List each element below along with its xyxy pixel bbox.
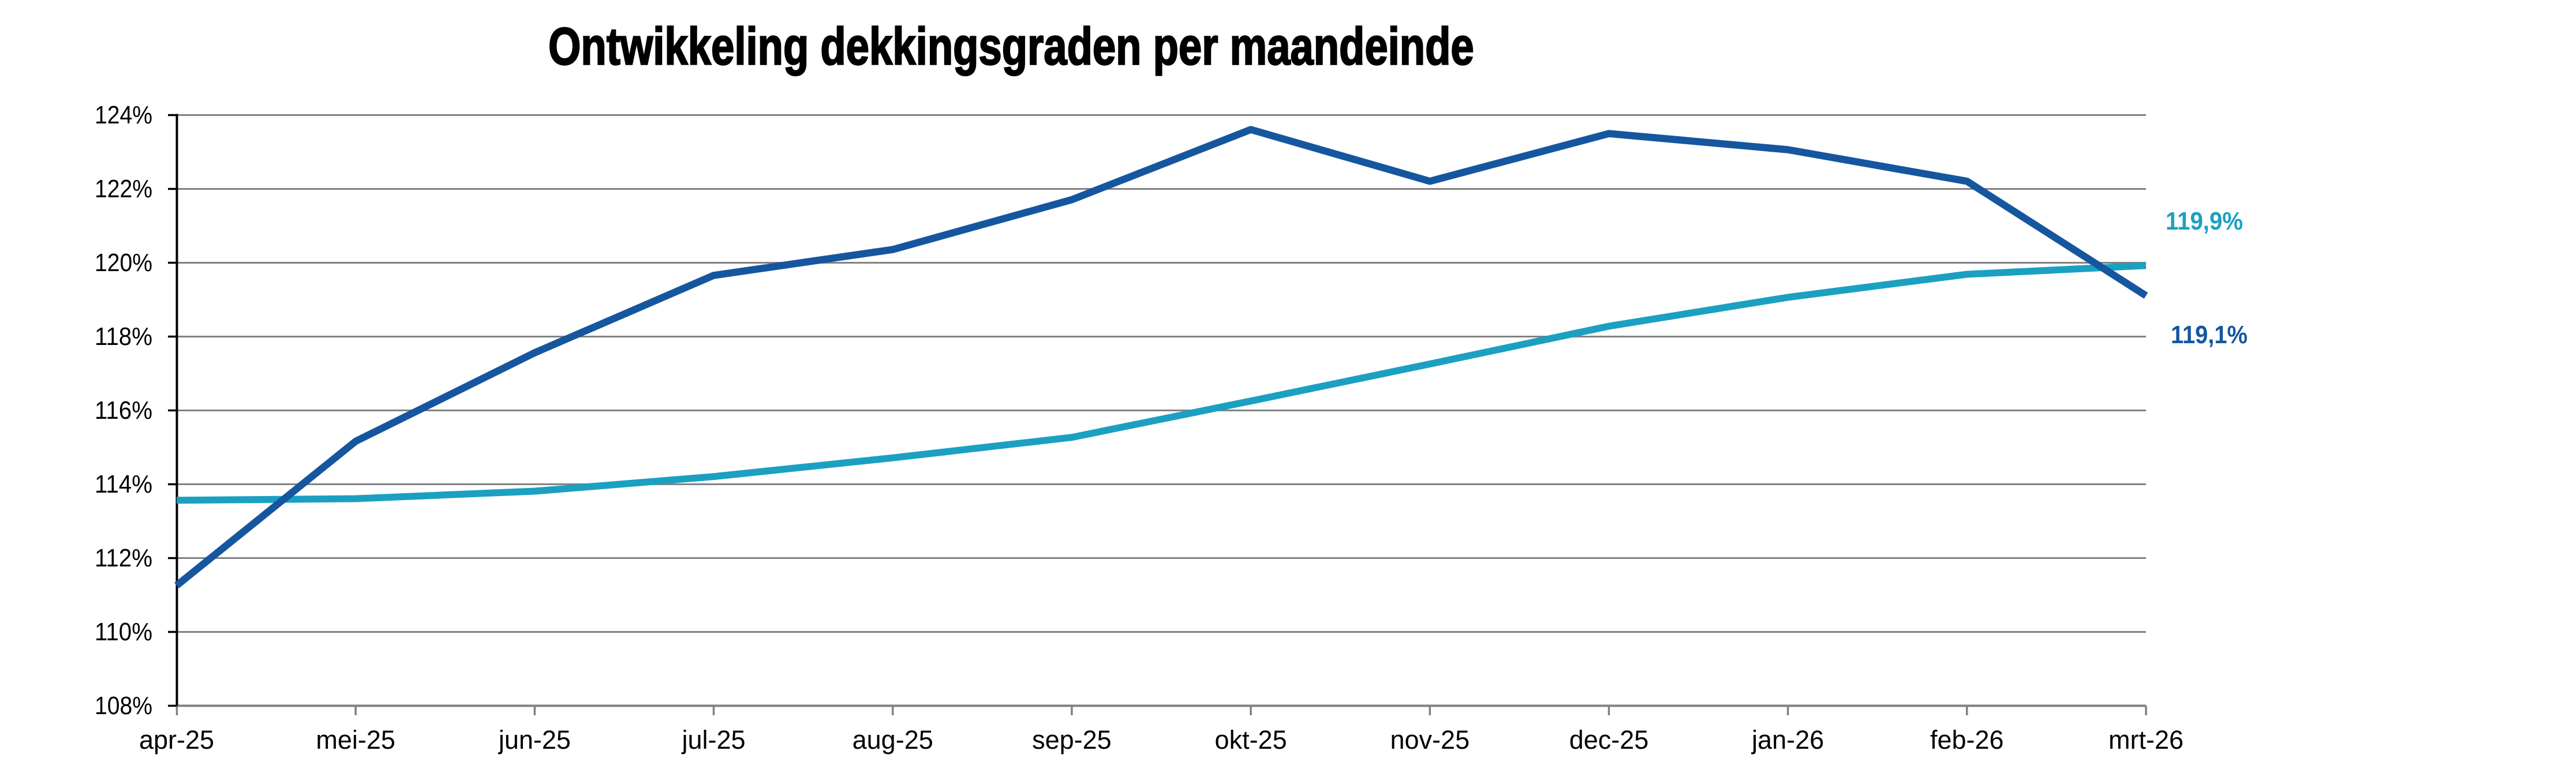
svg-text:jun-25: jun-25	[498, 725, 571, 755]
svg-text:okt-25: okt-25	[1215, 725, 1287, 755]
svg-text:112%: 112%	[95, 544, 152, 572]
svg-text:dec-25: dec-25	[1569, 725, 1649, 755]
svg-text:114%: 114%	[95, 470, 152, 498]
svg-text:mrt-26: mrt-26	[2108, 725, 2184, 755]
svg-text:124%: 124%	[95, 101, 152, 129]
svg-text:122%: 122%	[95, 175, 152, 203]
svg-text:apr-25: apr-25	[139, 725, 214, 755]
svg-text:aug-25: aug-25	[853, 725, 933, 755]
svg-text:nov-25: nov-25	[1390, 725, 1470, 755]
svg-text:116%: 116%	[95, 396, 152, 425]
svg-text:mei-25: mei-25	[316, 725, 395, 755]
svg-text:119,1%: 119,1%	[2171, 321, 2248, 349]
svg-text:jul-25: jul-25	[681, 725, 745, 755]
svg-text:118%: 118%	[95, 322, 152, 351]
svg-text:110%: 110%	[95, 618, 152, 646]
svg-text:sep-25: sep-25	[1032, 725, 1112, 755]
svg-text:120%: 120%	[95, 249, 152, 277]
svg-text:108%: 108%	[95, 692, 152, 720]
svg-text:119,9%: 119,9%	[2166, 207, 2243, 235]
svg-text:Ontwikkeling dekkingsgraden pe: Ontwikkeling dekkingsgraden per maandein…	[548, 18, 1474, 76]
svg-text:jan-26: jan-26	[1751, 725, 1824, 755]
svg-text:feb-26: feb-26	[1930, 725, 2004, 755]
